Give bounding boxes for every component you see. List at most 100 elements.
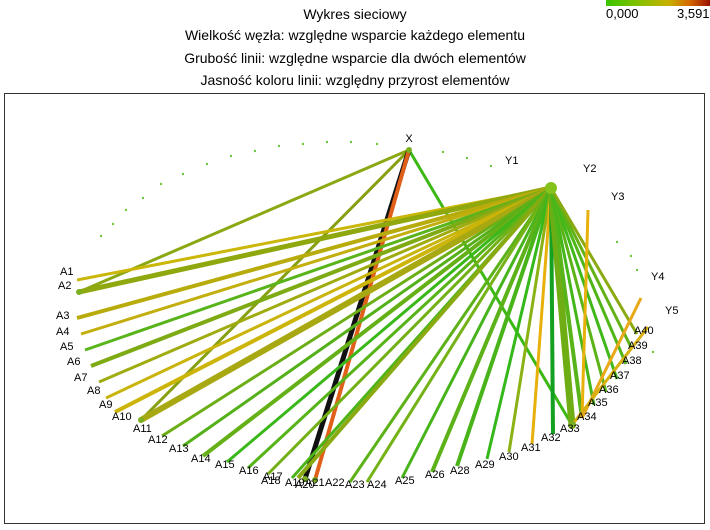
node-label-a35: A35 — [588, 397, 608, 409]
edge-y2-a8 — [105, 186, 552, 400]
edge-x-a22 — [313, 149, 411, 481]
node-label-a1: A1 — [60, 266, 73, 278]
minor-node-dot — [489, 164, 493, 168]
node-label-y3: Y3 — [611, 191, 624, 203]
node-label-a15: A15 — [215, 459, 235, 471]
color-scale-min-label: 0,000 — [606, 6, 639, 21]
minor-node-dot — [181, 172, 185, 176]
node-x — [406, 147, 412, 153]
nodes-layer — [76, 140, 655, 483]
node-label-a37: A37 — [610, 370, 630, 382]
edge-y2-a2 — [78, 185, 552, 295]
node-label-a2: A2 — [58, 280, 71, 292]
node-label-a3: A3 — [56, 310, 69, 322]
edge-y2-a36 — [549, 187, 608, 393]
minor-node-dot — [375, 142, 379, 146]
edge-y2-a39 — [549, 187, 634, 350]
network-graph: XY1Y2Y3Y4Y5A1A2A3A4A5A6A7A8A9A10A11A12A1… — [56, 133, 678, 491]
node-label-a4: A4 — [56, 326, 69, 338]
node-label-a13: A13 — [169, 443, 189, 455]
edge-y2-a24 — [365, 187, 553, 483]
minor-node-dot — [349, 140, 353, 144]
node-label-a23: A23 — [345, 479, 365, 491]
minor-node-dot — [301, 142, 305, 146]
node-label-a8: A8 — [87, 385, 100, 397]
minor-node-dot — [629, 254, 633, 258]
edge-y2-a23 — [348, 187, 553, 483]
edge-y5-a33 — [570, 326, 650, 426]
edge-y2-a11 — [139, 185, 553, 423]
node-label-a21: A21 — [305, 477, 325, 489]
chart-title: Wykres sieciowy — [303, 6, 407, 22]
edge-y2-a20 — [296, 186, 553, 480]
edge-x-a33 — [407, 149, 574, 426]
node-label-a12: A12 — [148, 434, 168, 446]
minor-node-dot — [205, 162, 209, 166]
edge-y2-a37 — [549, 187, 619, 380]
line-width-caption: Grubość linii: względne wsparcie dla dwó… — [184, 50, 526, 66]
node-label-y4: Y4 — [651, 271, 664, 283]
node-label-a17: A17 — [263, 471, 283, 483]
edge-y2-a28 — [455, 187, 553, 467]
edge-y2-a38 — [549, 187, 628, 365]
minor-node-dot — [635, 268, 639, 272]
node-a21 — [302, 476, 308, 482]
node-a2 — [76, 289, 82, 295]
node-label-x: X — [405, 133, 413, 145]
edge-y3-a34 — [580, 209, 590, 419]
minor-node-dot — [99, 234, 103, 238]
edge-y2-a35 — [549, 187, 596, 406]
edge-y2-a14 — [201, 186, 553, 458]
node-label-a10: A10 — [112, 411, 132, 423]
minor-node-dot — [465, 156, 469, 160]
node-label-a29: A29 — [475, 459, 495, 471]
minor-node-dot — [141, 196, 145, 200]
node-label-a34: A34 — [577, 411, 597, 423]
node-label-a5: A5 — [60, 341, 73, 353]
node-label-a26: A26 — [425, 469, 445, 481]
node-label-a40: A40 — [634, 325, 654, 337]
node-label-a9: A9 — [99, 399, 112, 411]
edge-y2-a9 — [114, 186, 552, 414]
node-label-a14: A14 — [191, 453, 211, 465]
node-label-a6: A6 — [67, 356, 80, 368]
node-label-a33: A33 — [560, 423, 580, 435]
network-plot-area: X Y1 Y2 Y3 Y4 Y5 A1 A2 A3 A4 A5 A6 A7 A8 A9 A10 A11 A12 A1… — [4, 93, 705, 524]
edge-y2-a3 — [76, 186, 552, 320]
color-scale-bar — [606, 0, 710, 6]
edge-y2-a40 — [549, 187, 639, 335]
edge-y2-a17 — [266, 186, 553, 476]
edge-y2-a12 — [161, 186, 552, 438]
node-label-y2: Y2 — [583, 163, 596, 175]
edge-y2-a26 — [430, 187, 553, 473]
edge-y2-a34 — [549, 187, 584, 419]
node-label-a31: A31 — [521, 442, 541, 454]
minor-node-dot — [615, 240, 619, 244]
minor-node-dot — [111, 222, 115, 226]
minor-node-dot — [651, 350, 655, 354]
edge-y2-a4 — [80, 186, 552, 336]
edge-y2-a13 — [182, 186, 552, 448]
node-a11 — [138, 417, 144, 423]
minor-node-dot — [229, 154, 233, 158]
node-label-a25: A25 — [395, 475, 415, 487]
edge-y2-a7 — [98, 186, 552, 384]
node-label-a38: A38 — [622, 355, 642, 367]
edge-y2-a29 — [485, 187, 553, 460]
minor-node-dot — [441, 150, 445, 154]
node-label-a18: A18 — [261, 475, 281, 487]
color-scale-max-label: 3,591 — [677, 6, 710, 21]
node-label-a24: A24 — [367, 479, 387, 491]
node-y2 — [545, 182, 557, 194]
edge-y2-a16 — [246, 186, 553, 470]
node-label-a11: A11 — [133, 423, 152, 435]
node-label-a30: A30 — [499, 451, 519, 463]
node-size-caption: Wielkość węzła: względne wsparcie każdeg… — [184, 27, 526, 43]
minor-node-dot — [159, 182, 163, 186]
minor-node-dot — [325, 140, 329, 144]
minor-node-dot — [277, 144, 281, 148]
edge-y2-a30 — [507, 187, 553, 453]
node-a33 — [568, 421, 576, 429]
minor-node-dot — [253, 149, 257, 153]
edge-y2-a15 — [226, 186, 552, 464]
